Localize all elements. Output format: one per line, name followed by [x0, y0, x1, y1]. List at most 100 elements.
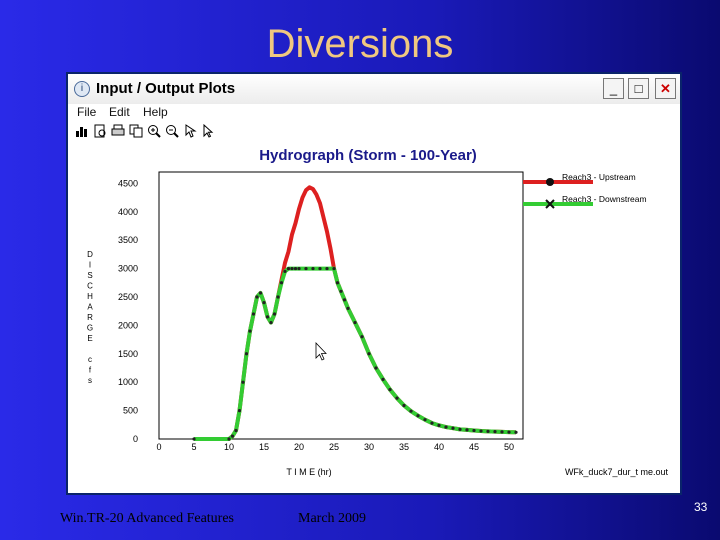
y-tick-label: 3000 — [118, 264, 138, 274]
data-point-marker — [472, 428, 476, 433]
footer-left: Win.TR-20 Advanced Features — [60, 511, 235, 526]
slide-number: 33 — [694, 500, 708, 514]
y-tick-label: 3500 — [118, 235, 138, 245]
y-axis-label-letter: H — [87, 292, 93, 301]
data-point-marker — [507, 430, 511, 434]
y-axis-label-letter: R — [87, 313, 93, 322]
data-point-marker — [237, 408, 242, 413]
data-point-marker — [342, 298, 347, 302]
data-point-marker — [293, 266, 298, 271]
menu-file[interactable]: File — [77, 105, 97, 119]
data-point-marker — [258, 291, 263, 295]
legend-label: Reach3 - Downstream — [562, 194, 647, 204]
data-point-marker — [451, 426, 455, 430]
pan-icon[interactable] — [182, 124, 198, 140]
data-point-marker — [360, 335, 364, 339]
x-tick-label: 30 — [364, 442, 374, 452]
minimize-button[interactable]: _ — [603, 78, 624, 99]
data-point-marker — [325, 266, 329, 271]
print-preview-icon[interactable] — [92, 124, 108, 140]
app-icon: i — [74, 81, 90, 97]
io-plots-window: i Input / Output Plots _ □ ✕ File Edit H… — [66, 72, 682, 495]
data-point-marker — [244, 352, 249, 356]
legend-label: Reach3 - Upstream — [562, 172, 636, 182]
data-point-marker — [416, 414, 420, 418]
data-point-marker — [458, 427, 462, 431]
pointer-icon[interactable] — [200, 123, 216, 140]
y-tick-label: 1000 — [118, 377, 138, 387]
output-filename: WFk_duck7_dur_t me.out — [565, 467, 669, 477]
data-point-marker — [227, 437, 231, 441]
print-icon[interactable] — [110, 124, 126, 140]
data-point-marker — [388, 387, 392, 392]
data-point-marker — [444, 425, 448, 429]
menu-edit[interactable]: Edit — [109, 105, 130, 119]
data-point-marker — [318, 266, 322, 271]
y-axis-label-letter: D — [87, 250, 93, 259]
data-point-marker — [430, 421, 434, 425]
data-point-marker — [276, 295, 280, 299]
data-point-marker — [353, 320, 357, 325]
bar-chart-icon[interactable] — [74, 124, 90, 140]
menu-help[interactable]: Help — [143, 105, 168, 119]
copy-icon[interactable] — [128, 124, 144, 140]
data-point-marker — [290, 266, 294, 271]
x-tick-label: 25 — [329, 442, 339, 452]
data-point-marker — [465, 428, 469, 432]
toolbar — [68, 122, 680, 144]
chart-title: Hydrograph (Storm - 100-Year) — [259, 147, 477, 164]
data-point-marker — [335, 281, 340, 285]
y-tick-label: 4500 — [118, 178, 138, 188]
data-point-marker — [241, 380, 245, 384]
y-tick-label: 500 — [123, 406, 138, 416]
zoom-out-icon[interactable] — [164, 124, 180, 140]
x-tick-label: 50 — [504, 442, 514, 452]
y-tick-label: 1500 — [118, 349, 138, 359]
data-point-marker — [479, 429, 483, 433]
data-point-marker — [437, 423, 441, 427]
y-tick-label: 0 — [133, 434, 138, 444]
data-point-marker — [339, 289, 343, 293]
x-tick-label: 20 — [294, 442, 304, 452]
data-point-marker — [297, 266, 301, 271]
data-point-marker — [402, 403, 406, 408]
data-point-marker — [493, 430, 497, 434]
y-axis-label-letter: G — [87, 324, 93, 333]
legend: Reach3 - Upstream Reach3 - Downstream — [523, 172, 647, 209]
data-point-marker — [269, 320, 273, 325]
y-axis-label-letter: s — [88, 376, 92, 385]
y-axis-label-letter: S — [87, 271, 92, 280]
data-point-marker — [304, 266, 308, 271]
data-point-marker — [311, 266, 315, 271]
zoom-in-icon[interactable] — [146, 124, 162, 140]
hydrograph-chart: Hydrograph (Storm - 100-Year) DISCHARGEc… — [87, 147, 669, 477]
y-axis-label-letter: c — [88, 355, 92, 364]
y-axis-label-letter: C — [87, 282, 93, 291]
close-button[interactable]: ✕ — [655, 78, 676, 99]
plot-frame — [158, 171, 524, 440]
slide-title: Diversions — [266, 22, 454, 66]
data-point-marker — [234, 428, 238, 433]
x-tick-label: 15 — [259, 442, 269, 452]
y-tick-label: 4000 — [118, 207, 138, 217]
data-point-marker — [262, 301, 266, 305]
data-point-marker — [279, 281, 284, 285]
maximize-button[interactable]: □ — [628, 78, 649, 99]
x-tick-label: 0 — [156, 442, 161, 452]
data-point-marker — [514, 430, 518, 434]
data-point-marker — [255, 295, 259, 299]
data-point-marker — [423, 418, 427, 422]
legend-cross-marker — [545, 199, 555, 209]
data-point-marker — [230, 434, 235, 438]
data-point-marker — [374, 366, 378, 370]
data-point-marker — [286, 266, 291, 271]
data-point-marker — [251, 312, 256, 316]
x-tick-label: 40 — [434, 442, 444, 452]
data-point-marker — [192, 437, 196, 441]
y-axis-label-letter: f — [89, 366, 92, 375]
y-tick-label: 2500 — [118, 292, 138, 302]
y-axis-label-letter: I — [89, 261, 91, 270]
window-titlebar[interactable]: i Input / Output Plots _ □ ✕ — [68, 74, 680, 105]
